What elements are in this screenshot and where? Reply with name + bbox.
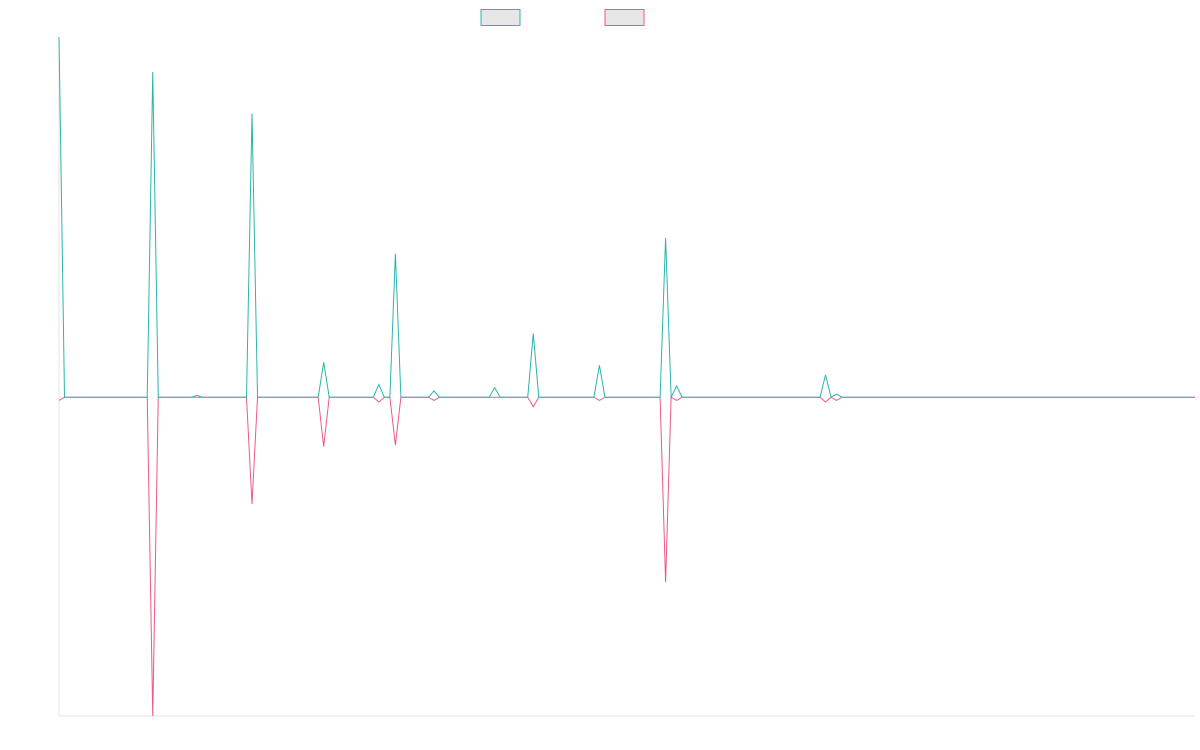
- axes: [58, 37, 1195, 717]
- legend-swatch-1[interactable]: [480, 9, 521, 26]
- series-line-1: [58, 36, 1195, 398]
- legend: [480, 9, 645, 26]
- series-line-2: [58, 396, 1195, 717]
- legend-swatch-2[interactable]: [604, 9, 645, 26]
- series-layer: [58, 36, 1195, 717]
